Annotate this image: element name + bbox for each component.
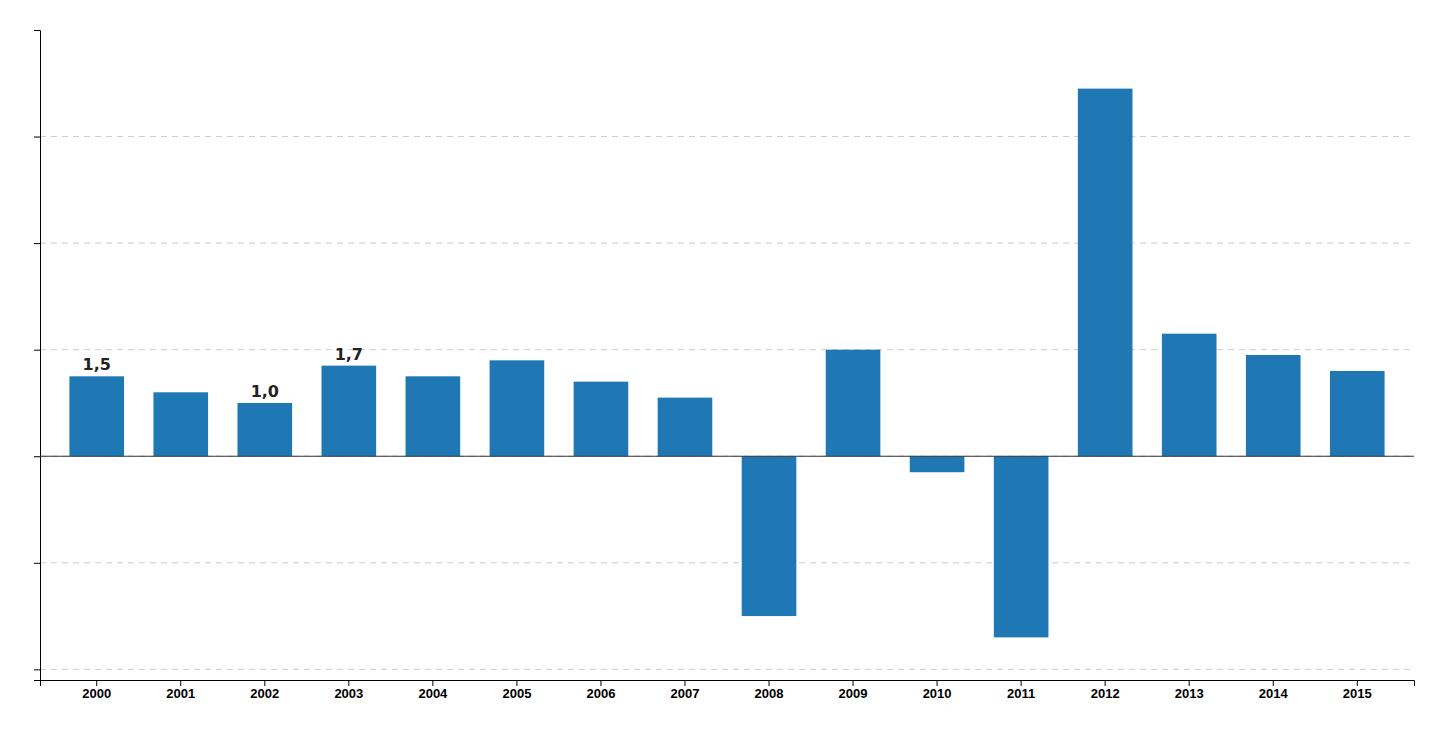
y-tick bbox=[34, 137, 40, 138]
x-axis: 2000 2001 2002 2003 2004 2005 2006 2007 2008 2009… bbox=[41, 680, 1415, 701]
x-tick-label: 2000 bbox=[82, 686, 111, 701]
data-label: 1,5 bbox=[83, 355, 111, 374]
bar bbox=[910, 456, 965, 472]
x-tick-label: 2012 bbox=[1091, 686, 1120, 701]
bar bbox=[658, 398, 713, 457]
x-axis-line bbox=[41, 681, 1415, 687]
bar bbox=[574, 382, 629, 457]
x-tick-mark bbox=[180, 680, 181, 686]
x-tick-label: 2001 bbox=[166, 686, 195, 701]
x-tick: 2009 bbox=[839, 680, 868, 701]
x-tick-mark bbox=[1105, 680, 1106, 686]
bar bbox=[1078, 89, 1133, 457]
data-labels: 1,5 1,0 1,7 bbox=[83, 345, 363, 401]
x-tick: 2013 bbox=[1175, 680, 1204, 701]
bar bbox=[153, 392, 208, 456]
bar bbox=[742, 456, 797, 616]
y-axis-line bbox=[34, 31, 41, 681]
y-tick-mark bbox=[34, 456, 40, 457]
bar bbox=[490, 360, 545, 456]
x-tick: 2006 bbox=[586, 680, 615, 701]
grid-line bbox=[40, 669, 1414, 670]
x-tick: 2012 bbox=[1091, 680, 1120, 701]
y-axis bbox=[34, 31, 41, 681]
x-tick-label: 2007 bbox=[671, 686, 700, 701]
x-tick-mark bbox=[96, 680, 97, 686]
x-tick-label: 2014 bbox=[1259, 686, 1289, 701]
x-tick-label: 2009 bbox=[839, 686, 868, 701]
x-tick-label: 2011 bbox=[1007, 686, 1035, 701]
x-tick: 2001 bbox=[166, 680, 195, 701]
x-tick-label: 2004 bbox=[418, 686, 448, 701]
x-tick-label: 2005 bbox=[502, 686, 531, 701]
y-tick-mark bbox=[34, 137, 40, 138]
y-tick bbox=[34, 350, 40, 351]
x-tick: 2007 bbox=[671, 680, 700, 701]
x-tick: 2005 bbox=[502, 680, 531, 701]
x-tick-mark bbox=[348, 680, 349, 686]
x-tick-label: 2006 bbox=[586, 686, 615, 701]
x-tick: 2011 bbox=[1007, 680, 1035, 701]
x-tick-label: 2015 bbox=[1343, 686, 1372, 701]
x-tick: 2004 bbox=[418, 680, 448, 701]
bar bbox=[994, 456, 1049, 637]
x-tick-mark bbox=[600, 680, 601, 686]
x-tick-mark bbox=[853, 680, 854, 686]
bar bbox=[406, 376, 461, 456]
grid bbox=[40, 137, 1414, 670]
x-tick-label: 2010 bbox=[923, 686, 952, 701]
bars bbox=[69, 89, 1384, 638]
x-tick-label: 2013 bbox=[1175, 686, 1204, 701]
x-tick: 2002 bbox=[250, 680, 279, 701]
data-label: 1,7 bbox=[335, 345, 363, 364]
bar bbox=[237, 403, 292, 456]
bar bbox=[322, 366, 377, 457]
x-tick-mark bbox=[1021, 680, 1022, 686]
x-tick-label: 2008 bbox=[755, 686, 784, 701]
x-tick: 2003 bbox=[334, 680, 363, 701]
y-tick bbox=[34, 563, 40, 564]
bar bbox=[1162, 334, 1217, 457]
y-tick bbox=[34, 669, 40, 670]
y-tick bbox=[34, 243, 40, 244]
x-tick: 2000 bbox=[82, 680, 111, 701]
x-tick-mark bbox=[684, 680, 685, 686]
chart: 2000 2001 2002 2003 2004 2005 2006 2007 2008 2009… bbox=[0, 0, 1444, 730]
x-tick-label: 2003 bbox=[334, 686, 363, 701]
x-tick-mark bbox=[1357, 680, 1358, 686]
x-tick-mark bbox=[769, 680, 770, 686]
x-tick: 2015 bbox=[1343, 680, 1372, 701]
bar bbox=[1330, 371, 1385, 456]
grid-line bbox=[40, 243, 1414, 244]
x-tick-label: 2002 bbox=[250, 686, 279, 701]
y-tick-mark bbox=[34, 563, 40, 564]
y-tick-mark bbox=[34, 243, 40, 244]
x-tick-mark bbox=[1189, 680, 1190, 686]
bar bbox=[1246, 355, 1301, 456]
grid-line bbox=[40, 562, 1414, 563]
x-tick-mark bbox=[516, 680, 517, 686]
x-tick-mark bbox=[937, 680, 938, 686]
x-tick-mark bbox=[432, 680, 433, 686]
plot: 2000 2001 2002 2003 2004 2005 2006 2007 2008 2009… bbox=[34, 31, 1415, 702]
bar bbox=[826, 350, 881, 457]
baseline bbox=[40, 456, 1414, 457]
x-tick: 2010 bbox=[923, 680, 952, 701]
y-tick-mark bbox=[34, 350, 40, 351]
y-tick bbox=[34, 456, 40, 457]
grid-line bbox=[40, 136, 1414, 137]
bar bbox=[69, 376, 124, 456]
data-label: 1,0 bbox=[251, 382, 279, 401]
x-tick: 2014 bbox=[1259, 680, 1289, 701]
x-tick-mark bbox=[1273, 680, 1274, 686]
x-tick: 2008 bbox=[755, 680, 784, 701]
y-tick-mark bbox=[34, 669, 40, 670]
x-tick-mark bbox=[264, 680, 265, 686]
grid-line bbox=[40, 456, 1414, 457]
